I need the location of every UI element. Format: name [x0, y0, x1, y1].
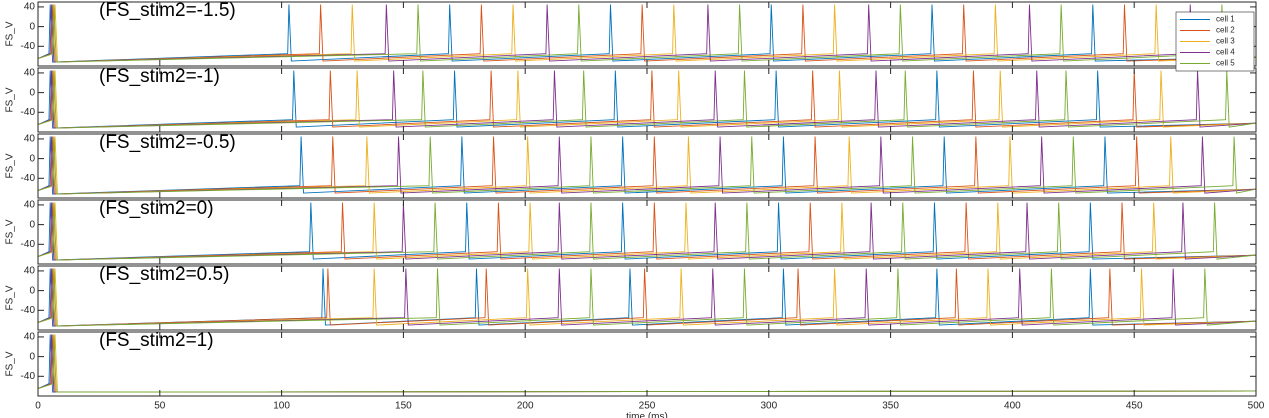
- panel-title: (FS_stim2=1): [99, 330, 214, 351]
- x-tick-label: 200: [517, 401, 534, 412]
- y-tick-label: 40: [24, 2, 36, 13]
- y-tick-label: -40: [21, 173, 36, 184]
- trace: [38, 70, 1256, 129]
- trace: [38, 202, 1256, 261]
- panel: -40 0 40 FS_V (FS_stim2=-1): [5, 66, 1257, 133]
- trace: [38, 202, 1256, 261]
- trace: [38, 4, 1256, 63]
- y-tick-label: -40: [21, 305, 36, 316]
- y-axis-label: FS_V: [5, 87, 16, 112]
- y-tick-label: 0: [29, 21, 35, 32]
- trace: [38, 4, 1256, 63]
- panel: -40 0 40 FS_V (FS_stim2=0): [5, 198, 1257, 265]
- x-tick-label: 150: [395, 401, 412, 412]
- traces: [38, 202, 1256, 261]
- legend-label: cell 3: [1216, 37, 1235, 46]
- y-axis-label: FS_V: [5, 153, 16, 178]
- trace: [38, 268, 1256, 327]
- trace: [38, 4, 1256, 63]
- x-tick-label: 0: [35, 401, 41, 412]
- panel: -40 0 40 FS_V (FS_stim2=0.5): [5, 264, 1257, 331]
- y-tick-label: -40: [21, 239, 36, 250]
- panel-title: (FS_stim2=-1): [99, 66, 220, 87]
- panel-title: (FS_stim2=0.5): [99, 264, 229, 285]
- traces: [38, 4, 1256, 63]
- y-axis-label: FS_V: [5, 285, 16, 310]
- x-tick-label: 100: [273, 401, 290, 412]
- trace: [38, 268, 1256, 327]
- x-tick-label: 300: [760, 401, 777, 412]
- y-tick-label: 0: [29, 219, 35, 230]
- legend-label: cell 4: [1216, 48, 1235, 57]
- trace: [38, 4, 1256, 63]
- x-tick-label: 500: [1248, 401, 1265, 412]
- trace: [38, 136, 1256, 195]
- panel-title: (FS_stim2=0): [99, 198, 214, 219]
- y-tick-label: -40: [21, 41, 36, 52]
- legend-label: cell 1: [1216, 15, 1235, 24]
- traces: [38, 70, 1256, 129]
- trace: [38, 70, 1256, 129]
- y-tick-label: 40: [24, 332, 36, 343]
- y-tick-label: 40: [24, 200, 36, 211]
- x-axis-label: time (ms): [626, 412, 668, 418]
- trace: [38, 334, 1256, 393]
- traces: [38, 268, 1256, 327]
- y-tick-label: 0: [29, 351, 35, 362]
- trace: [38, 70, 1256, 129]
- y-tick-label: 0: [29, 153, 35, 164]
- panel-title: (FS_stim2=-0.5): [99, 132, 236, 153]
- panel: -40 0 40 FS_V (FS_stim2=-0.5): [5, 132, 1257, 199]
- y-axis-label: FS_V: [5, 351, 16, 376]
- traces: [38, 136, 1256, 195]
- x-tick-label: 350: [882, 401, 899, 412]
- panel: -40 0 40 FS_V (FS_stim2=-1.5): [5, 0, 1257, 67]
- x-tick-label: 250: [639, 401, 656, 412]
- trace: [38, 268, 1256, 327]
- x-tick-label: 400: [1004, 401, 1021, 412]
- trace: [38, 70, 1256, 129]
- trace: [38, 70, 1256, 129]
- y-tick-label: -40: [21, 371, 36, 382]
- y-tick-label: 40: [24, 266, 36, 277]
- y-tick-label: 40: [24, 68, 36, 79]
- y-tick-label: -40: [21, 107, 36, 118]
- y-tick-label: 40: [24, 134, 36, 145]
- trace: [38, 136, 1256, 195]
- trace: [38, 136, 1256, 195]
- trace: [38, 136, 1256, 195]
- y-axis-label: FS_V: [5, 21, 16, 46]
- trace: [38, 268, 1256, 327]
- x-tick-label: 50: [154, 401, 166, 412]
- trace: [38, 202, 1256, 261]
- y-tick-label: 0: [29, 285, 35, 296]
- plot-area: [38, 332, 1256, 396]
- legend-label: cell 5: [1216, 59, 1235, 68]
- legend-label: cell 2: [1216, 26, 1235, 35]
- x-tick-label: 450: [1126, 401, 1143, 412]
- trace: [38, 136, 1256, 195]
- y-tick-label: 0: [29, 87, 35, 98]
- trace: [38, 4, 1256, 63]
- legend: cell 1 cell 2 cell 3 cell 4 cell 5: [1175, 11, 1255, 72]
- y-axis-label: FS_V: [5, 219, 16, 244]
- trace: [38, 202, 1256, 261]
- panel-title: (FS_stim2=-1.5): [99, 0, 236, 21]
- traces: [38, 334, 1256, 393]
